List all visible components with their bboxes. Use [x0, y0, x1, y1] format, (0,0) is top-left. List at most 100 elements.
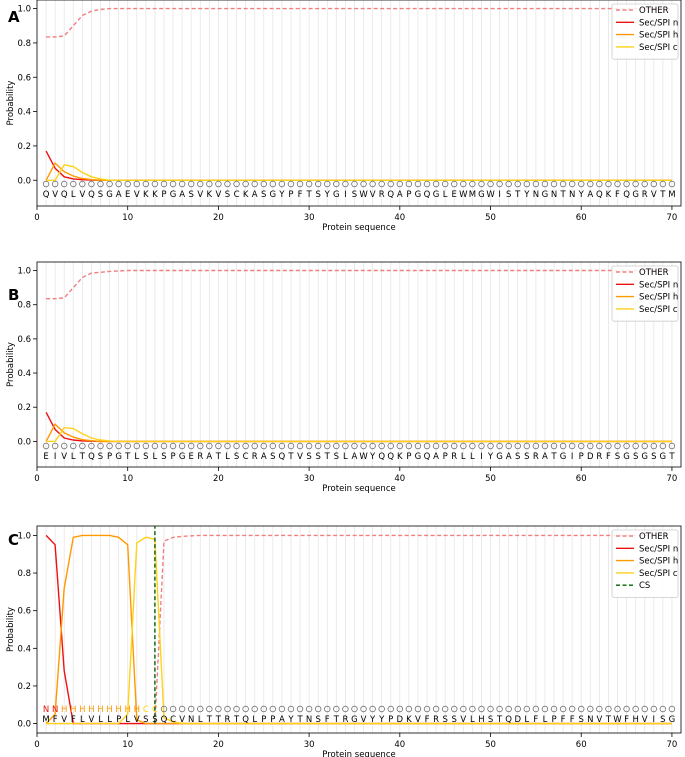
- y-tick-label: 0.8: [17, 301, 31, 311]
- sequence-residue: V: [61, 715, 67, 725]
- predicted-label-other: [351, 180, 358, 188]
- sequence-residue: L: [125, 715, 130, 725]
- x-tick-label: 60: [576, 474, 587, 484]
- legend-entry: Sec/SPI n: [639, 544, 678, 554]
- predicted-label-other: [432, 180, 440, 188]
- x-tick-label: 40: [394, 213, 405, 223]
- sequence-residue: G: [542, 190, 549, 200]
- sequence-residue: P: [288, 190, 293, 200]
- y-tick-label: 0.2: [17, 682, 31, 692]
- predicted-label-other: [487, 442, 494, 450]
- predicted-label-other: [187, 442, 195, 450]
- predicted-label-other: [432, 442, 440, 450]
- sequence-residue: R: [451, 452, 457, 462]
- predicted-label-other: [614, 442, 621, 450]
- predicted-label-other: [405, 442, 413, 450]
- sequence-residue: L: [71, 452, 76, 462]
- x-tick-label: 0: [34, 213, 39, 223]
- sequence-residue: V: [596, 715, 602, 725]
- sequence-residue: S: [660, 715, 665, 725]
- sequence-residue: P: [551, 715, 556, 725]
- panel-a: A 0 10 20 30 40 50 60 70 0.0 0.2 0.4 0.6 0.8 1.0 Protei…: [6, 0, 682, 233]
- predicted-label-other: [605, 705, 612, 713]
- predicted-label-other: [242, 442, 249, 450]
- predicted-label-other: [314, 180, 322, 188]
- predicted-label-other: [478, 705, 485, 713]
- predicted-label-other: [460, 442, 467, 450]
- sequence-residue: I: [344, 190, 347, 200]
- x-tick-label: 50: [485, 740, 496, 750]
- sequence-residue: S: [442, 715, 447, 725]
- sequence-residue: C: [234, 190, 240, 200]
- x-tick-label: 10: [122, 213, 133, 223]
- sequence-residue: T: [287, 452, 294, 462]
- predicted-label-other: [369, 180, 376, 188]
- predicted-label-other: [559, 442, 567, 450]
- sequence-residue: Q: [387, 190, 394, 200]
- predicted-label-other: [514, 705, 521, 713]
- y-tick-label: 0.4: [17, 644, 31, 654]
- sequence-residue: V: [651, 190, 657, 200]
- predicted-label-other: [97, 442, 104, 450]
- x-tick-label: 0: [34, 740, 39, 750]
- sequence-residue: E: [125, 190, 130, 200]
- sequence-residue: A: [587, 190, 593, 200]
- sequence-residue: G: [170, 190, 177, 200]
- x-axis-label: Protein sequence: [322, 750, 395, 757]
- sequence-residue: S: [651, 452, 656, 462]
- sequence-residue: G: [669, 715, 676, 725]
- predicted-label-other: [242, 705, 249, 713]
- y-tick-label: 0.0: [17, 437, 31, 447]
- sequence-residue: L: [461, 452, 466, 462]
- sequence-residue: I: [571, 452, 574, 462]
- predicted-label-other: [451, 180, 458, 188]
- predicted-label-other: [387, 442, 394, 450]
- predicted-label-other: [396, 442, 404, 450]
- legend-box: [611, 265, 679, 322]
- legend-entry: Sec/SPI n: [639, 18, 678, 28]
- y-tick-label: 0.4: [17, 108, 31, 118]
- legend-box: [611, 3, 679, 60]
- predicted-label-other: [278, 442, 286, 450]
- y-tick-label: 1.0: [17, 531, 31, 541]
- sequence-residue: T: [124, 452, 131, 462]
- predicted-label-other: [396, 705, 404, 713]
- sequence-residue: L: [134, 452, 139, 462]
- legend-entry: Sec/SPI h: [639, 31, 678, 41]
- predicted-label-other: [133, 442, 140, 450]
- sequence-residue: S: [515, 452, 520, 462]
- sequence-residue: R: [342, 715, 348, 725]
- predicted-label-other: [269, 705, 277, 713]
- series-line-sec-spi-c: [46, 164, 672, 182]
- sequence-residue: S: [315, 452, 320, 462]
- predicted-label-other: [70, 442, 77, 450]
- x-axis-label: Protein sequence: [322, 223, 395, 233]
- predicted-label-other: [478, 442, 485, 450]
- sequence-residue: G: [333, 190, 340, 200]
- predicted-label-other: [650, 705, 657, 713]
- y-tick-label: 0.2: [17, 142, 31, 152]
- sequence-residue: V: [370, 190, 376, 200]
- predicted-label-other: [414, 705, 422, 713]
- sequence-residue: S: [152, 715, 157, 725]
- predicted-label-other: [605, 442, 612, 450]
- legend-entry: OTHER: [639, 532, 669, 542]
- sequence-residue: S: [506, 190, 511, 200]
- sequence-residue: F: [615, 190, 620, 200]
- predicted-label-other: [396, 180, 404, 188]
- sequence-residue: F: [561, 715, 566, 725]
- predicted-label-other: [668, 705, 676, 713]
- sequence-residue: Q: [242, 715, 249, 725]
- x-tick-label: 30: [304, 474, 315, 484]
- sequence-residue: G: [478, 190, 485, 200]
- sequence-residue: T: [215, 715, 222, 725]
- sequence-residue: S: [225, 190, 230, 200]
- predicted-label-other: [278, 180, 286, 188]
- predicted-label-other: [405, 705, 413, 713]
- x-tick-label: 50: [485, 213, 496, 223]
- sequence-residue: Y: [487, 452, 494, 462]
- predicted-label-other: [423, 442, 431, 450]
- predicted-label-other: [360, 705, 367, 713]
- sequence-residue: Q: [279, 452, 286, 462]
- y-tick-label: 0.4: [17, 369, 31, 379]
